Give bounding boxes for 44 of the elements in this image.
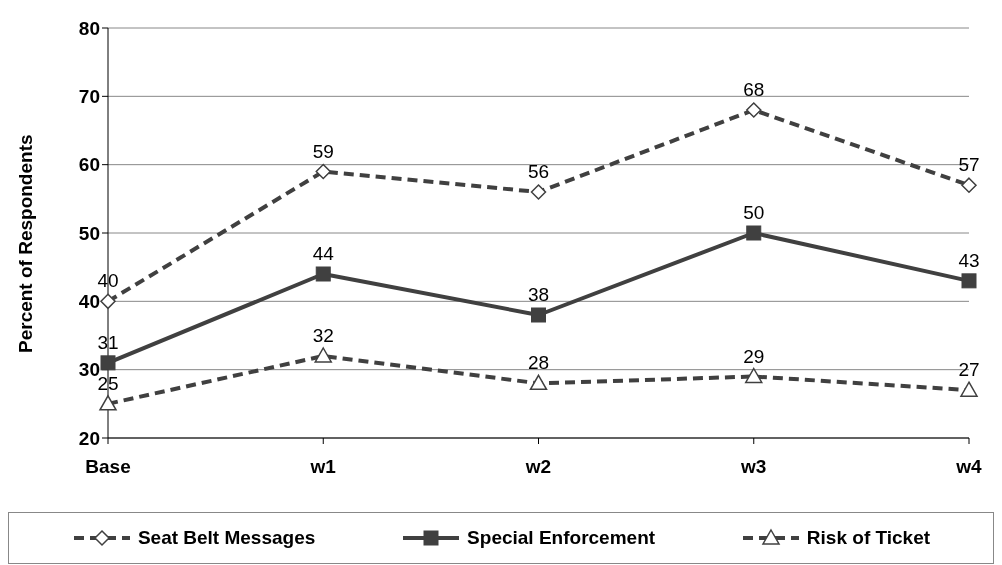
y-axis-title: Percent of Respondents [14, 134, 36, 353]
point [531, 307, 546, 323]
data-label: 50 [743, 202, 765, 223]
y-tick-label: 40 [78, 291, 100, 313]
point [960, 381, 978, 397]
y-tick-label: 70 [78, 86, 100, 108]
point [961, 273, 977, 289]
legend-label: Special Enforcement [467, 527, 656, 549]
data-label: 29 [743, 345, 765, 367]
data-label: 32 [312, 325, 334, 346]
x-tick-label: w3 [740, 456, 767, 478]
x-tick-label: w1 [309, 456, 337, 478]
data-label: 56 [527, 161, 550, 182]
point [100, 355, 116, 371]
point [745, 367, 763, 384]
point [315, 266, 331, 282]
point [314, 347, 332, 363]
x-tick-label: w2 [524, 456, 552, 478]
point [99, 395, 117, 411]
y-tick-label: 60 [78, 154, 100, 176]
data-label: 43 [958, 249, 980, 271]
legend-label: Seat Belt Messages [137, 527, 316, 549]
point [961, 177, 977, 193]
data-label: 28 [527, 352, 550, 374]
x-tick-label: Base [85, 456, 131, 478]
y-tick-label: 80 [78, 17, 100, 39]
legend-label: Risk of Ticket [806, 527, 931, 549]
data-label: 38 [527, 284, 550, 305]
x-tick-label: w4 [955, 456, 983, 478]
y-tick-label: 50 [78, 222, 100, 244]
data-label: 68 [743, 79, 765, 100]
point [100, 293, 116, 310]
point [746, 102, 762, 118]
data-label: 27 [958, 359, 980, 381]
point [529, 374, 548, 391]
data-label: 59 [312, 140, 334, 162]
point [315, 163, 331, 180]
y-tick-label: 20 [78, 427, 100, 449]
point [530, 184, 547, 200]
data-label: 40 [97, 270, 119, 292]
point [746, 225, 762, 241]
data-label: 57 [958, 154, 980, 176]
data-label: 44 [312, 243, 335, 264]
data-label: 31 [97, 331, 119, 353]
